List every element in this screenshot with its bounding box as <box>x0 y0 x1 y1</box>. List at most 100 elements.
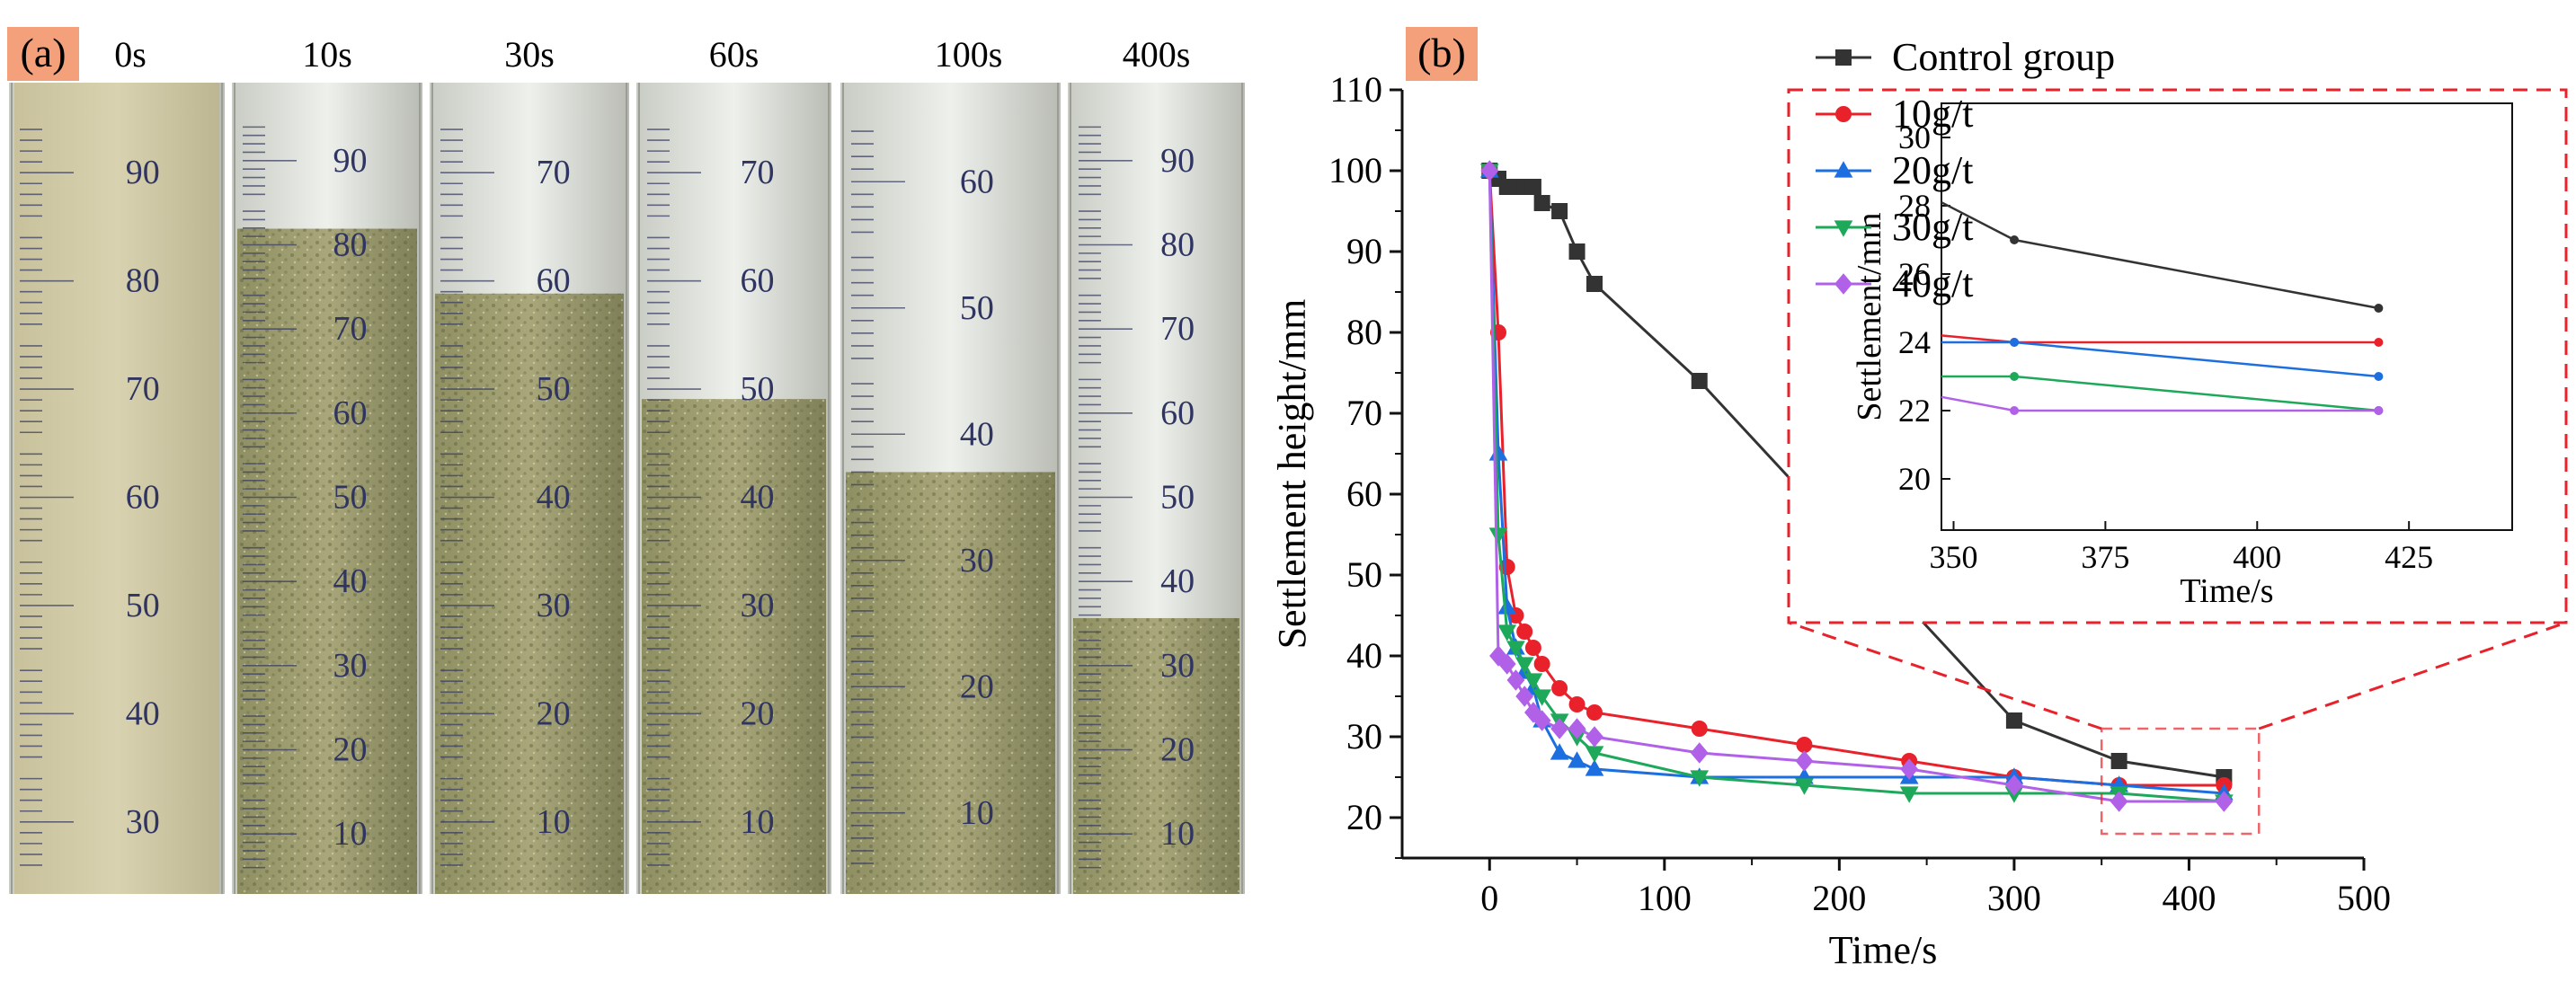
y-tick-label: 40 <box>1346 635 1382 676</box>
graduation-label: 10 <box>333 815 367 853</box>
legend-label: 40g/t <box>1892 261 1973 305</box>
graduation-label: 20 <box>1160 731 1195 769</box>
data-point <box>1533 195 1550 211</box>
time-label-0s: 0s <box>114 34 147 75</box>
graduation-label: 60 <box>741 262 775 300</box>
graduation-label: 40 <box>960 415 994 453</box>
data-point <box>1515 657 1534 674</box>
data-point <box>1586 276 1603 292</box>
zoom-connector <box>2258 621 2567 730</box>
inset-x-tick-label: 425 <box>2385 539 2433 575</box>
inset-x-axis-title: Time/s <box>2180 572 2273 610</box>
graduation-label: 40 <box>126 695 160 732</box>
panel-a-label: (a) <box>20 30 66 75</box>
data-point <box>1585 746 1604 763</box>
inset-x-tick-label: 350 <box>1930 539 1978 575</box>
graduation-label: 90 <box>1160 142 1195 180</box>
data-point <box>2215 791 2234 812</box>
data-point <box>1691 373 1708 389</box>
x-tick-label: 200 <box>1812 878 1866 918</box>
graduation-label: 30 <box>741 587 775 624</box>
inset-series-40g/t <box>1941 395 2384 415</box>
data-point <box>1516 624 1533 640</box>
data-point <box>1550 718 1568 739</box>
sediment-texture <box>846 472 1055 894</box>
zoom-connector <box>1788 621 2102 730</box>
graduation-label: 30 <box>333 647 367 685</box>
graduation-label: 50 <box>741 370 775 408</box>
data-point <box>1690 742 1709 764</box>
graduation-label: 90 <box>126 154 160 191</box>
sediment-texture <box>237 228 417 895</box>
sediment-texture <box>642 399 826 894</box>
data-point <box>1568 696 1586 712</box>
y-tick-label: 60 <box>1346 473 1382 514</box>
x-tick-label: 100 <box>1638 878 1692 918</box>
graduation-label: 70 <box>537 154 571 191</box>
inset-x-tick-label: 400 <box>2233 539 2281 575</box>
graduation-label: 20 <box>741 695 775 732</box>
series-Control group <box>1481 163 2233 785</box>
settlement-chart: (b) 0 100 200 300 400 500 20 30 40 50 60 70 80 90 100 1… <box>1270 27 2568 972</box>
legend-marker <box>1835 106 1852 122</box>
data-point <box>1524 179 1541 195</box>
graduation-label: 50 <box>960 289 994 327</box>
data-point <box>1515 686 1534 707</box>
x-tick-label: 300 <box>1987 878 2041 918</box>
graduation-label: 70 <box>1160 310 1195 348</box>
y-tick-label: 50 <box>1346 554 1382 595</box>
cylinder-60s: 70 60 50 40 30 20 10 <box>636 83 831 894</box>
data-point <box>1533 656 1550 672</box>
graduation-label: 60 <box>960 163 994 200</box>
data-point <box>1691 721 1708 737</box>
slurry-column <box>14 83 219 894</box>
x-tick-label: 400 <box>2162 878 2216 918</box>
data-point <box>1568 751 1586 768</box>
inset-y-tick-label: 24 <box>1898 324 1931 360</box>
graduation-label: 70 <box>333 310 367 348</box>
y-tick-label: 70 <box>1346 393 1382 433</box>
legend-label: 20g/t <box>1892 148 1973 192</box>
x-tick-label: 500 <box>2337 878 2391 918</box>
cylinder-photo-strip: 90 80 70 60 50 40 30 90 80 70 60 50 40 30 20 10 70 60 50 40… <box>0 0 1258 987</box>
cylinder-30s: 70 60 50 40 30 20 10 <box>430 83 629 894</box>
inset-data-point <box>2010 372 2020 381</box>
inset-y-axis-title: Settlement/mm <box>1851 212 1888 420</box>
inset-data-point <box>2010 235 2020 244</box>
data-point <box>1550 743 1569 760</box>
graduation-label: 10 <box>960 794 994 832</box>
graduation-label: 40 <box>1160 562 1195 600</box>
graduation-label: 80 <box>333 226 367 264</box>
graduation-label: 60 <box>333 394 367 432</box>
graduation-label: 60 <box>1160 394 1195 432</box>
y-tick-label: 110 <box>1329 69 1382 110</box>
data-point <box>1523 673 1543 690</box>
data-point <box>1568 243 1586 260</box>
data-point <box>1532 689 1551 706</box>
panel-a-photos: 90 80 70 60 50 40 30 90 80 70 60 50 40 30 20 10 70 60 50 40… <box>0 0 1258 987</box>
graduation-label: 20 <box>537 695 571 732</box>
inset-data-point <box>2374 304 2384 313</box>
graduation-label: 30 <box>537 587 571 624</box>
data-point <box>1506 641 1525 658</box>
sediment-texture <box>435 293 624 894</box>
legend-marker <box>1834 273 1852 295</box>
x-tick-label: 0 <box>1480 878 1498 918</box>
data-point <box>1497 597 1517 615</box>
data-point <box>1551 203 1568 219</box>
graduation-label: 80 <box>1160 226 1195 264</box>
panel-b-label-bg <box>1406 27 1478 81</box>
time-label-30s: 30s <box>504 34 555 75</box>
y-tick-label: 100 <box>1328 150 1382 190</box>
cylinder-100s: 60 50 40 30 20 10 <box>840 83 1061 894</box>
graduation-label: 10 <box>537 803 571 841</box>
graduation-label: 30 <box>960 542 994 580</box>
graduation-label: 60 <box>537 262 571 300</box>
inset-y-tick-label: 28 <box>1898 188 1931 224</box>
graduation-label: 90 <box>333 142 367 180</box>
graduation-label: 50 <box>126 587 160 624</box>
graduation-label: 60 <box>126 479 160 517</box>
legend-label: 30g/t <box>1892 205 1973 249</box>
data-point <box>1568 718 1586 739</box>
data-point <box>1900 758 1919 780</box>
